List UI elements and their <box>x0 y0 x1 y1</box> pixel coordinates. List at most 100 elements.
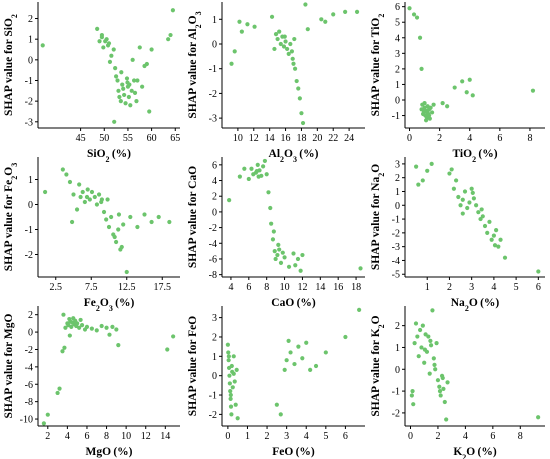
x-tick-label: 6 <box>490 431 495 442</box>
data-point <box>105 43 111 48</box>
y-tick-label: 4 <box>212 176 217 187</box>
data-point <box>308 367 313 372</box>
x-tick-label: 4 <box>491 282 496 293</box>
data-point <box>427 371 432 376</box>
data-point <box>437 384 442 389</box>
data-point <box>282 255 287 260</box>
y-tick-label: 6 <box>395 2 400 13</box>
data-point <box>63 325 68 330</box>
x-tick-label: 12 <box>297 282 307 293</box>
data-point <box>116 343 121 348</box>
x-tick-label: 4 <box>228 282 233 293</box>
y-tick-label: 0 <box>28 200 33 211</box>
scatter-panel-7: 2 4 6 8 10 12 14 -10 -8 -6 -4 -2 0 2 MgO (%) SHAP value… <box>3 306 180 458</box>
y-tick-label: -2 <box>209 89 217 100</box>
data-point <box>465 205 470 211</box>
y-tick-label: -1 <box>25 225 33 236</box>
data-point <box>440 101 445 106</box>
data-point <box>452 85 457 90</box>
y-tick-label: 2 <box>395 173 400 184</box>
data-point <box>132 90 138 95</box>
x-tick-label: 6 <box>343 431 348 442</box>
data-point <box>441 386 446 392</box>
data-point <box>106 224 112 230</box>
data-point <box>295 256 301 262</box>
y-tick-label: -8 <box>25 397 33 408</box>
data-point <box>273 32 279 37</box>
y-tick-label: 0 <box>28 55 33 66</box>
data-point <box>420 178 425 183</box>
y-tick-label: -6 <box>25 380 33 391</box>
y-tick-label: 3 <box>212 313 217 324</box>
data-point <box>144 61 149 67</box>
data-point <box>489 237 494 242</box>
data-point <box>286 51 291 56</box>
x-tick-label: 2 <box>45 431 50 442</box>
y-tick-label: 2 <box>28 310 33 321</box>
data-point <box>242 166 247 171</box>
data-point <box>107 332 112 337</box>
data-point <box>300 252 305 258</box>
x-axis-title: CaO (%) <box>271 297 316 309</box>
data-point <box>116 227 121 232</box>
data-point <box>409 393 414 398</box>
data-point <box>277 29 282 34</box>
y-axis-title: SHAP value for TiO2 <box>370 14 386 117</box>
y-tick-label: -2 <box>209 223 217 234</box>
data-point <box>296 344 301 349</box>
data-point <box>232 49 237 54</box>
data-point <box>119 70 124 75</box>
scatter-panel-1: 45 50 55 60 65 -3 -2 -1 0 1 2 SiO2 (%) SHAP value fo… <box>3 2 180 164</box>
data-point <box>112 234 117 240</box>
y-tick-label: -3 <box>209 114 217 125</box>
data-point <box>291 251 296 256</box>
data-point <box>286 338 291 343</box>
data-point <box>67 179 73 185</box>
data-point <box>491 233 496 238</box>
x-tick-label: 6 <box>497 133 502 144</box>
data-point <box>487 219 492 224</box>
data-point <box>438 393 443 398</box>
data-point <box>227 373 232 378</box>
data-point <box>420 111 426 117</box>
data-point <box>78 194 83 200</box>
y-tick-label: -2 <box>25 97 33 108</box>
data-point <box>420 323 425 328</box>
data-point <box>271 229 276 234</box>
x-tick-label: 3 <box>469 282 474 293</box>
data-point <box>536 415 541 420</box>
data-point <box>227 381 232 386</box>
y-tick-label: 1 <box>395 187 400 198</box>
data-point <box>228 389 233 394</box>
scatter-panel-5: 4 6 8 10 12 14 16 18 -8 -6 -4 -2 0 2 4 6 CaO (%) SHAP val… <box>187 157 365 309</box>
y-tick-label: 1 <box>212 15 217 26</box>
data-point <box>140 84 145 89</box>
x-tick-label: 8 <box>264 282 269 293</box>
data-point <box>319 17 324 22</box>
data-point <box>492 243 498 248</box>
data-point <box>228 404 234 409</box>
data-point <box>226 358 231 363</box>
data-point <box>129 88 134 93</box>
x-tick-label: 5 <box>514 282 519 293</box>
data-point <box>107 59 113 65</box>
data-point <box>414 15 420 20</box>
data-point <box>104 37 109 42</box>
data-point <box>116 88 121 93</box>
data-point <box>494 228 499 233</box>
data-point <box>407 6 412 11</box>
data-point <box>447 171 452 176</box>
data-point <box>410 388 415 394</box>
data-point <box>300 356 305 361</box>
data-point <box>270 237 276 242</box>
y-tick-label: 1 <box>28 175 33 186</box>
data-point <box>87 197 92 202</box>
y-tick-label: 2 <box>395 64 400 75</box>
y-tick-label: -5 <box>392 270 400 281</box>
data-point <box>147 109 152 114</box>
y-tick-label: 2 <box>212 192 217 203</box>
x-tick-label: 16 <box>281 133 291 144</box>
data-point <box>431 356 436 361</box>
y-tick-label: 0 <box>212 371 217 382</box>
